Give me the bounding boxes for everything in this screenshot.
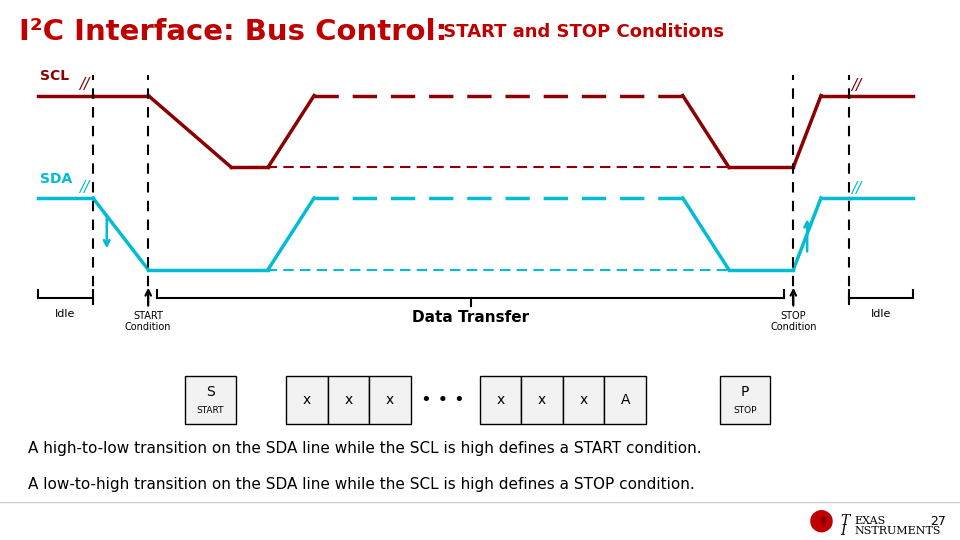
Text: I²C Interface: Bus Control:: I²C Interface: Bus Control: [19,18,447,46]
Text: START: START [197,407,225,415]
Text: 27: 27 [929,515,946,528]
Text: Data Transfer: Data Transfer [412,309,529,325]
Text: A low-to-high transition on the SDA line while the SCL is high defines a STOP co: A low-to-high transition on the SDA line… [28,477,695,492]
Text: START
Condition: START Condition [125,310,172,332]
Text: STOP
Condition: STOP Condition [770,310,817,332]
Text: P: P [741,385,749,399]
FancyBboxPatch shape [480,376,521,424]
Text: SCL: SCL [40,69,69,83]
Text: STOP: STOP [733,407,756,415]
Text: //: // [852,181,862,196]
Text: A high-to-low transition on the SDA line while the SCL is high defines a START c: A high-to-low transition on the SDA line… [28,441,702,456]
Text: Idle: Idle [55,308,76,319]
Text: x: x [496,393,505,407]
Text: //: // [79,180,89,195]
Text: ⬤: ⬤ [808,510,833,532]
Text: x: x [386,393,395,407]
Text: x: x [580,393,588,407]
Text: x: x [345,393,352,407]
FancyBboxPatch shape [563,376,605,424]
Text: ▼: ▼ [819,515,828,528]
Text: EXAS: EXAS [854,516,886,526]
FancyBboxPatch shape [328,376,370,424]
Text: x: x [539,393,546,407]
FancyBboxPatch shape [605,376,646,424]
Text: A: A [620,393,630,407]
FancyBboxPatch shape [286,376,328,424]
Text: I: I [840,524,846,537]
Text: SDA: SDA [40,172,73,186]
Text: • • •: • • • [421,391,465,409]
Text: S: S [206,385,215,399]
Text: T: T [840,514,850,528]
FancyBboxPatch shape [185,376,236,424]
FancyBboxPatch shape [720,376,770,424]
FancyBboxPatch shape [370,376,411,424]
Text: //: // [852,78,862,93]
Text: //: // [79,77,89,92]
Text: Idle: Idle [871,308,891,319]
Text: NSTRUMENTS: NSTRUMENTS [854,525,941,536]
Text: START and STOP Conditions: START and STOP Conditions [437,23,724,42]
Text: x: x [303,393,311,407]
FancyBboxPatch shape [521,376,563,424]
